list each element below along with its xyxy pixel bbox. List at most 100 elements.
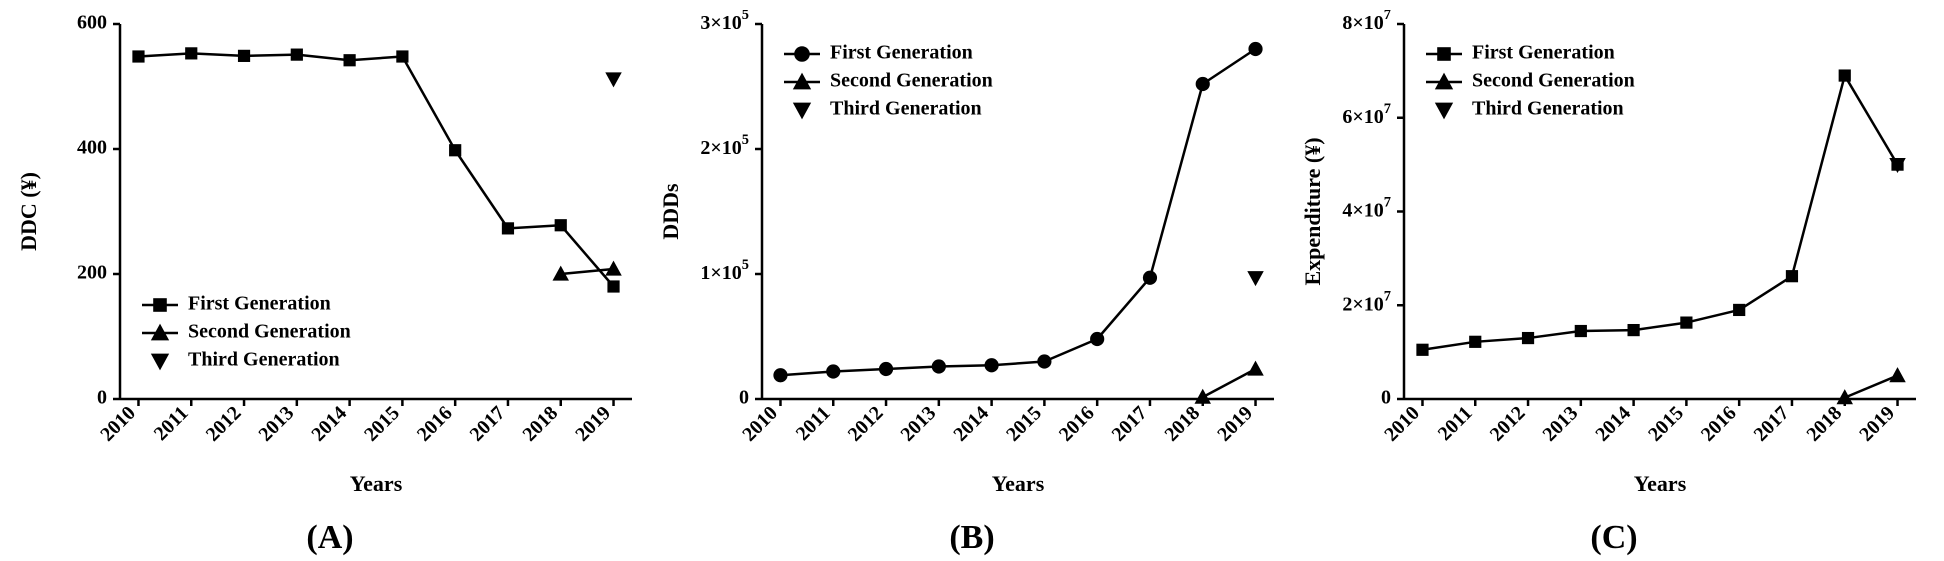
x-tick-label: 2019: [1213, 402, 1257, 446]
x-axis-label: Years: [992, 471, 1045, 496]
y-tick-label: 200: [77, 262, 107, 284]
series-line-first: [138, 53, 613, 286]
y-tick-label: 2×105: [700, 132, 749, 158]
x-tick-label: 2018: [1802, 402, 1846, 446]
y-tick-label: 8×107: [1342, 10, 1391, 34]
series-marker-first: [1839, 70, 1850, 81]
y-tick-label: 600: [77, 12, 107, 34]
series-marker-first: [1143, 271, 1156, 284]
panel-a-label: (A): [306, 519, 353, 557]
x-tick-label: 2014: [949, 402, 993, 446]
x-tick-label: 2017: [466, 402, 510, 446]
series-marker-first: [827, 365, 840, 378]
series-marker-second: [1248, 362, 1263, 376]
series-marker-first: [1575, 325, 1586, 336]
series-marker-first: [1417, 344, 1428, 355]
series-marker-first: [608, 281, 619, 292]
y-tick-label: 4×107: [1342, 195, 1391, 221]
x-tick-label: 2013: [897, 402, 941, 446]
x-tick-label: 2019: [1855, 402, 1899, 446]
y-tick-label: 0: [1381, 387, 1391, 409]
x-tick-label: 2012: [1486, 402, 1530, 446]
series-line-second: [1203, 369, 1256, 397]
legend: First GenerationSecond GenerationThird G…: [1426, 42, 1635, 120]
legend-marker: [1438, 48, 1451, 61]
series-marker-first: [397, 51, 408, 62]
x-tick-label: 2012: [202, 402, 246, 446]
series-marker-second: [1837, 390, 1852, 404]
x-tick-label: 2011: [150, 402, 193, 445]
legend-label: First Generation: [188, 293, 331, 315]
x-tick-label: 2016: [1055, 402, 1099, 446]
x-tick-label: 2011: [792, 402, 835, 445]
series-marker-first: [1734, 304, 1745, 315]
series-line-second: [561, 269, 614, 274]
x-axis-label: Years: [1634, 471, 1687, 496]
figure-row: 0200400600201020112012201320142015201620…: [0, 0, 1944, 561]
y-axis-label: DDC (¥): [16, 172, 41, 251]
series-marker-third: [606, 73, 621, 87]
series-marker-first: [1522, 332, 1533, 343]
legend-label: First Generation: [1472, 42, 1615, 64]
x-tick-label: 2017: [1750, 402, 1794, 446]
series-marker-first: [985, 359, 998, 372]
panel-a: 0200400600201020112012201320142015201620…: [12, 10, 648, 557]
series-marker-first: [932, 360, 945, 373]
series-marker-second: [1195, 390, 1210, 404]
series-line-second: [1845, 376, 1898, 398]
x-axis-label: Years: [350, 471, 403, 496]
series-marker-first: [1681, 317, 1692, 328]
panel-b-label: (B): [949, 519, 994, 557]
series-marker-first: [1470, 336, 1481, 347]
legend-label: Third Generation: [830, 98, 982, 120]
series-marker-first: [133, 51, 144, 62]
panel-c: 02×1074×1076×1078×1072010201120122013201…: [1296, 10, 1932, 557]
legend: First Generation Second Generation Third G…: [784, 42, 993, 120]
x-tick-label: 2013: [255, 402, 299, 446]
legend-label: Second Generation: [830, 70, 993, 92]
legend-marker: [1436, 103, 1453, 118]
x-tick-label: 2015: [1644, 402, 1688, 446]
series-marker-first: [1091, 332, 1104, 345]
panel-c-svg: 02×1074×1076×1078×1072010201120122013201…: [1296, 10, 1932, 515]
x-tick-label: 2018: [518, 402, 562, 446]
panel-c-label: (C): [1590, 519, 1637, 557]
y-tick-label: 1×105: [700, 257, 749, 283]
panel-a-svg: 0200400600201020112012201320142015201620…: [12, 10, 648, 515]
x-tick-label: 2011: [1434, 402, 1477, 445]
series-marker-first: [1038, 355, 1051, 368]
x-tick-label: 2018: [1160, 402, 1204, 446]
legend-marker: [152, 354, 169, 369]
series-marker-first: [450, 145, 461, 156]
series-marker-first: [291, 49, 302, 60]
legend-label: Second Generation: [188, 321, 351, 343]
panel-b-svg: 01×1052×1053×105201020112012201320142015…: [654, 10, 1290, 515]
legend-label: First Generation: [830, 42, 973, 64]
y-tick-label: 6×107: [1342, 101, 1391, 127]
x-tick-label: 2016: [1697, 402, 1741, 446]
legend-marker: [154, 299, 167, 312]
y-tick-label: 0: [97, 387, 107, 409]
y-tick-label: 3×105: [700, 10, 749, 34]
series-marker-first: [502, 223, 513, 234]
series-marker-first: [1628, 324, 1639, 335]
x-tick-label: 2014: [307, 402, 351, 446]
series-marker-first: [555, 220, 566, 231]
series-marker-first: [879, 362, 892, 375]
legend-label: Third Generation: [1472, 98, 1624, 120]
series-marker-first: [774, 369, 787, 382]
x-tick-label: 2017: [1108, 402, 1152, 446]
x-tick-label: 2014: [1591, 402, 1635, 446]
panel-b: 01×1052×1053×105201020112012201320142015…: [654, 10, 1290, 557]
y-tick-label: 2×107: [1342, 289, 1391, 315]
series-marker-first: [1249, 42, 1262, 55]
x-tick-label: 2012: [844, 402, 888, 446]
y-tick-label: 0: [739, 387, 749, 409]
legend-marker: [795, 47, 810, 62]
series-marker-first: [186, 48, 197, 59]
x-tick-label: 2015: [1002, 402, 1046, 446]
y-tick-label: 400: [77, 137, 107, 159]
legend-label: Third Generation: [188, 349, 340, 371]
series-marker-second: [1890, 368, 1905, 382]
series-marker-third: [1248, 272, 1263, 286]
